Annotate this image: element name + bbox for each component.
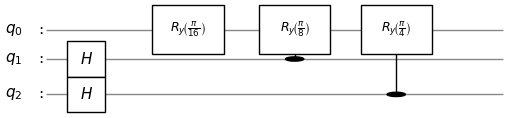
Text: $R_y\!\left(\frac{\pi}{8}\right)$: $R_y\!\left(\frac{\pi}{8}\right)$ xyxy=(279,20,310,39)
FancyBboxPatch shape xyxy=(259,5,330,54)
Text: :: : xyxy=(38,52,43,66)
Text: $H$: $H$ xyxy=(80,51,93,67)
Text: :: : xyxy=(38,23,43,36)
Text: $R_y\!\left(\frac{\pi}{4}\right)$: $R_y\!\left(\frac{\pi}{4}\right)$ xyxy=(381,20,411,39)
FancyBboxPatch shape xyxy=(67,41,106,77)
Text: $H$: $H$ xyxy=(80,86,93,102)
Text: $q_0$: $q_0$ xyxy=(5,21,23,38)
Text: :: : xyxy=(38,87,43,101)
FancyBboxPatch shape xyxy=(361,5,432,54)
Text: $q_2$: $q_2$ xyxy=(5,86,22,102)
FancyBboxPatch shape xyxy=(67,77,106,112)
Text: $q_1$: $q_1$ xyxy=(5,51,22,67)
FancyBboxPatch shape xyxy=(152,5,224,54)
Circle shape xyxy=(285,57,304,61)
Text: $R_y\!\left(\frac{\pi}{16}\right)$: $R_y\!\left(\frac{\pi}{16}\right)$ xyxy=(170,20,206,39)
Circle shape xyxy=(387,92,405,97)
